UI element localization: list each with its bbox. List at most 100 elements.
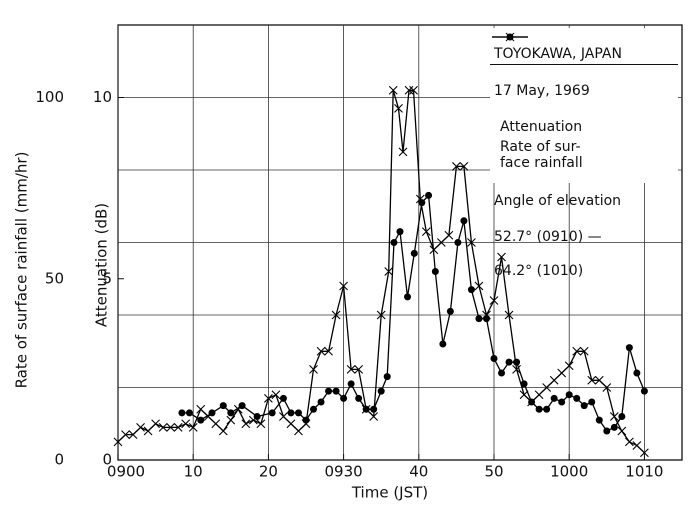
data-point [439, 340, 447, 348]
data-point [543, 405, 551, 413]
x-tick-label: 1000 [550, 463, 588, 481]
data-point [394, 103, 403, 113]
data-point [410, 249, 418, 257]
legend-entry: Attenuation [490, 33, 678, 137]
data-point [128, 430, 138, 440]
data-point [425, 191, 433, 199]
data-point [286, 419, 296, 429]
data-point [151, 419, 160, 429]
legend-entry: Rate of sur- face rainfall [490, 32, 678, 173]
data-point [325, 387, 333, 395]
data-point [181, 419, 191, 429]
data-point [264, 393, 273, 403]
data-point [226, 415, 236, 425]
data-point [474, 281, 484, 291]
data-point [594, 375, 604, 385]
data-point [309, 364, 318, 374]
data-point [534, 390, 544, 400]
data-point [188, 422, 198, 432]
data-point [512, 364, 521, 374]
data-point [121, 430, 130, 440]
y2-tick-label: 50 [45, 269, 64, 287]
data-point [482, 310, 491, 320]
x-tick-label: 1010 [625, 463, 663, 481]
data-point [632, 441, 642, 450]
data-point [640, 387, 648, 395]
legend-label: Rate of sur- face rainfall [500, 139, 583, 171]
data-point [404, 85, 414, 95]
data-point [317, 398, 325, 406]
data-point [196, 404, 206, 414]
data-point [384, 267, 394, 276]
data-point [347, 380, 355, 388]
y2-tick-label: 0 [54, 451, 64, 469]
data-point [340, 394, 348, 402]
data-point [279, 394, 287, 402]
legend-items: Attenuation Rate of sur- face rainfall [490, 32, 678, 173]
data-point [497, 252, 506, 262]
data-point [310, 405, 318, 413]
x-tick-label: 20 [259, 463, 278, 481]
annotation: 64.2° (1010) [494, 263, 584, 279]
data-point [219, 402, 227, 410]
data-point [610, 423, 618, 431]
data-point [527, 397, 536, 407]
data-point [564, 361, 574, 371]
data-point [602, 383, 612, 392]
annotation: 52.7° (0910) — [494, 229, 602, 245]
data-point [421, 227, 431, 237]
data-point [467, 286, 475, 294]
x-tick-label: 10 [184, 463, 203, 481]
data-point [388, 85, 398, 95]
y-tick-label: 0 [102, 451, 112, 469]
data-point [398, 147, 408, 157]
data-point [256, 419, 266, 429]
data-point [498, 369, 506, 377]
data-point [454, 239, 462, 246]
y-tick-label: 5 [102, 269, 112, 287]
data-point [549, 375, 559, 385]
data-point [618, 413, 626, 420]
data-point [542, 383, 552, 392]
data-point [505, 358, 513, 366]
data-point [625, 344, 633, 352]
data-point [294, 426, 303, 436]
data-point [331, 310, 341, 320]
data-point [452, 161, 461, 171]
legend-label: Attenuation [500, 119, 583, 135]
data-point [573, 394, 581, 402]
legend-marker [505, 32, 515, 42]
data-point [580, 402, 588, 410]
data-point [588, 398, 596, 406]
data-point [519, 390, 529, 400]
data-point [558, 398, 566, 406]
data-point [316, 346, 326, 356]
legend-subtitle: 17 May, 1969 [494, 83, 590, 99]
data-point [617, 426, 627, 436]
data-point [227, 409, 235, 417]
data-point [136, 422, 145, 432]
data-point [460, 217, 468, 225]
data-point [535, 405, 543, 413]
y-tick-label: 10 [93, 88, 112, 106]
data-point [287, 409, 295, 417]
data-point [640, 448, 649, 458]
data-point [113, 437, 123, 447]
data-point [444, 230, 454, 240]
data-point [143, 426, 153, 436]
data-point [173, 422, 183, 432]
y-axis-title: Attenuation (dB) [93, 203, 111, 327]
x-tick-label: 50 [484, 463, 503, 481]
data-point [633, 369, 641, 377]
data-point [587, 375, 597, 385]
data-point [355, 394, 363, 402]
data-point [203, 412, 213, 421]
legend-title: TOYOKAWA, JAPAN [490, 44, 678, 65]
data-point [301, 419, 311, 429]
data-point [377, 387, 385, 395]
data-point [404, 293, 412, 301]
data-point [609, 412, 619, 421]
x-tick-label: 40 [409, 463, 428, 481]
data-point [459, 161, 469, 171]
